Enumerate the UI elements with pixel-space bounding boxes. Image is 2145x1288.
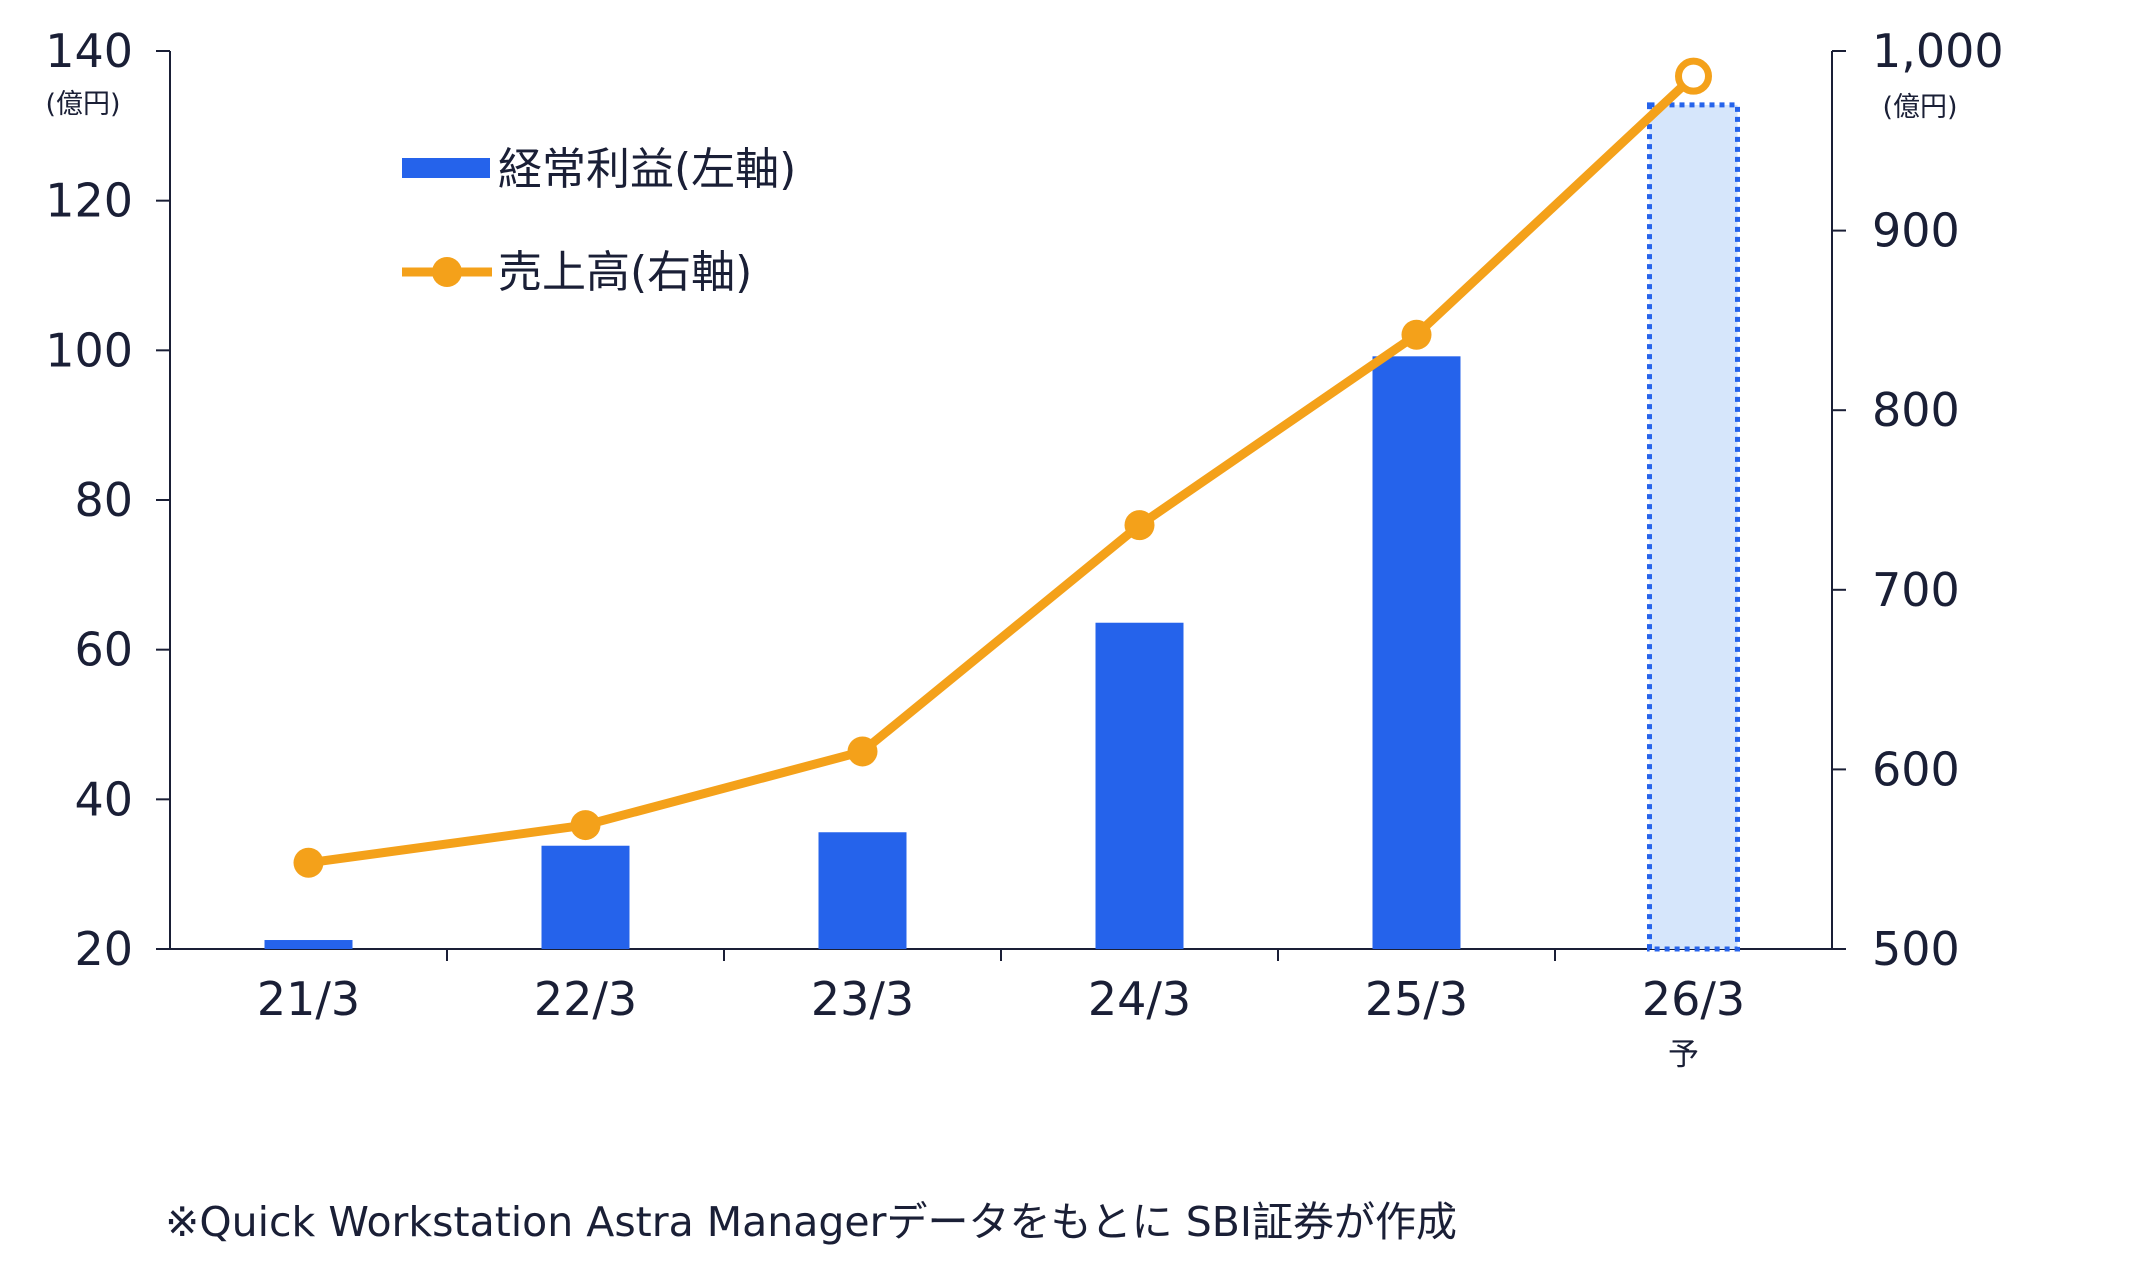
y-left-tick-label: 40 [74, 772, 133, 826]
bar [1372, 356, 1461, 949]
x-tick-label: 24/3 [1088, 972, 1191, 1026]
y-right-tick-label: 800 [1872, 383, 1960, 437]
y-right-tick-label: 500 [1872, 922, 1960, 976]
bar [1095, 622, 1184, 949]
y-left-tick-label: 100 [45, 323, 133, 377]
legend-line-marker [432, 257, 462, 287]
y-left-tick-label: 120 [45, 174, 133, 228]
y-left-tick-label: 80 [74, 473, 133, 527]
y-left-tick-label: 20 [74, 922, 133, 976]
x-tick-label: 25/3 [1365, 972, 1468, 1026]
line-point [1401, 319, 1432, 350]
line-series [293, 57, 1712, 878]
x-tick-label: 23/3 [811, 972, 914, 1026]
bar-series [264, 102, 1740, 952]
y-right-tick-label: 600 [1872, 742, 1960, 796]
legend-bar-label: 経常利益(左軸) [498, 144, 796, 195]
line-point [847, 736, 878, 767]
source-note: ※Quick Workstation Astra Managerデータをもとに … [165, 1198, 1457, 1246]
bar [541, 845, 630, 949]
y-right-tick-label: 900 [1872, 204, 1960, 258]
bar [818, 832, 907, 949]
tick-labels: 20 40 60 80 100 120 140 500 600 700 800 900 1,000 (億円… [45, 24, 2004, 1073]
line-point [570, 810, 601, 841]
axes [156, 50, 1846, 961]
legend-line-label: 売上高(右軸) [498, 247, 752, 298]
line-path [307, 72, 1697, 868]
line-point [1124, 510, 1155, 541]
y-right-unit-label: (億円) [1882, 92, 1957, 123]
y-right-tick-label: 700 [1872, 563, 1960, 617]
legend-bar-swatch [402, 158, 490, 178]
y-right-tick-label: 1,000 [1872, 24, 2004, 78]
forecast-marker: 予 [1668, 1037, 1699, 1073]
y-left-tick-label: 140 [45, 24, 133, 78]
bar-forecast [1647, 102, 1740, 952]
legend: 経常利益(左軸) 売上高(右軸) [402, 144, 796, 298]
line-point [1675, 57, 1712, 95]
x-tick-label: 22/3 [534, 972, 637, 1026]
y-left-unit-label: (億円) [45, 89, 120, 120]
y-left-tick-label: 60 [74, 623, 133, 677]
line-point [293, 847, 324, 878]
x-tick-label: 26/3 [1642, 972, 1745, 1026]
bar [264, 940, 353, 949]
x-tick-label: 21/3 [257, 972, 360, 1026]
